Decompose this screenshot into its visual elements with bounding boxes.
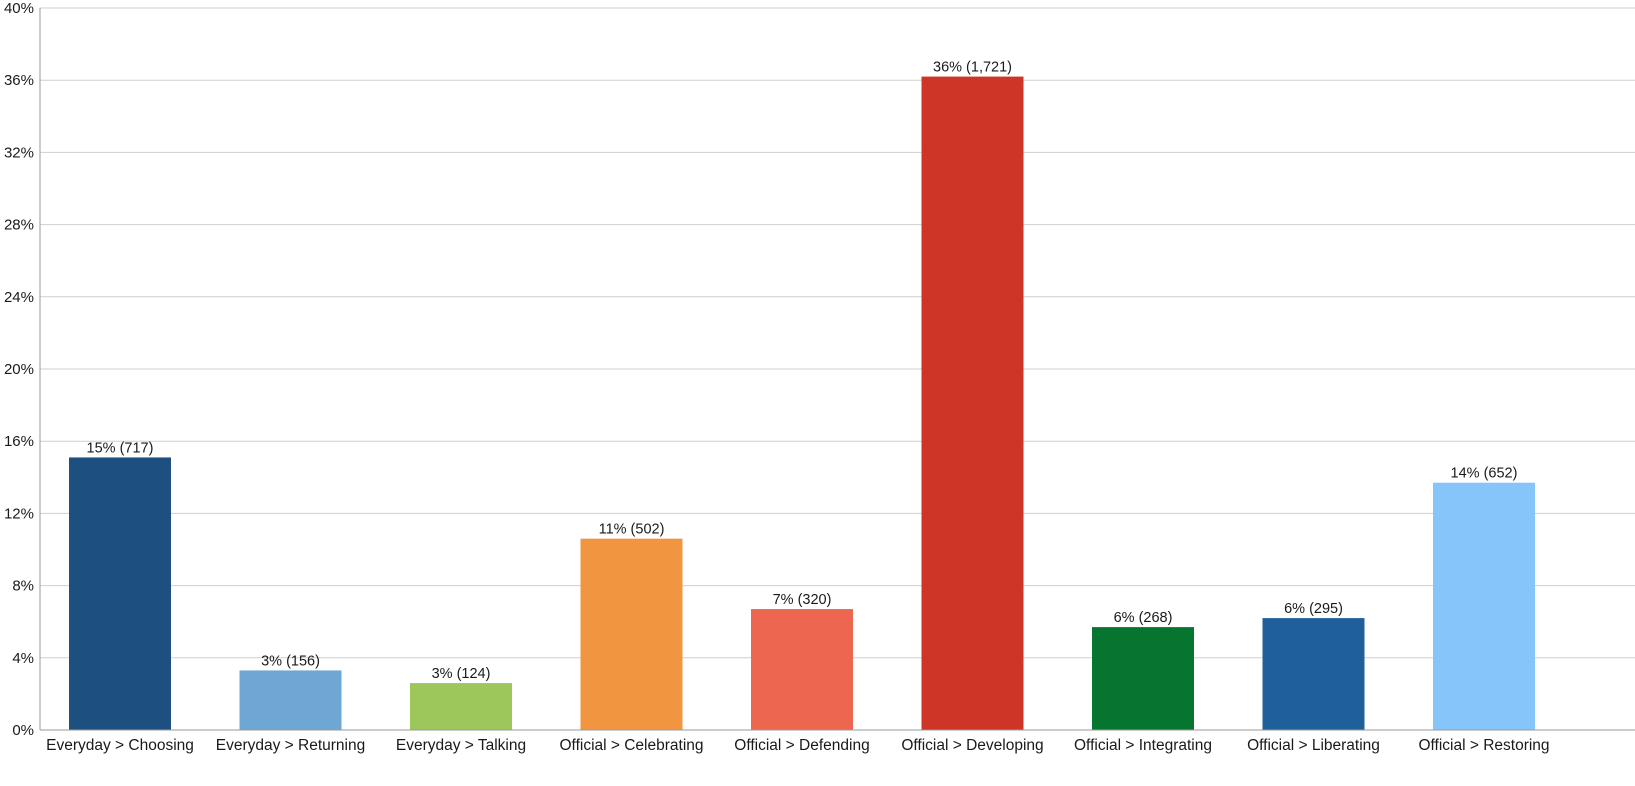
x-category-label: Everyday > Talking: [396, 737, 526, 754]
bar-data-label: 14% (652): [1451, 466, 1518, 482]
y-tick-label: 36%: [4, 72, 34, 89]
bar-data-label: 6% (295): [1284, 601, 1343, 617]
gridlines: [40, 7, 1635, 659]
y-tick-label: 40%: [4, 0, 34, 17]
bar: [1433, 482, 1535, 730]
bar: [1262, 618, 1365, 730]
y-tick-label: 24%: [4, 289, 34, 306]
bar: [1092, 627, 1194, 730]
y-tick-label: 20%: [4, 361, 34, 378]
bar: [239, 670, 342, 730]
data-labels: 15% (717) 3% (156) 3% (124) 11% (502) 7% (32…: [87, 60, 1518, 682]
x-axis-categories: Everyday > Choosing Everyday > Returning E…: [46, 737, 1549, 754]
bar-data-label: 11% (502): [599, 522, 665, 538]
y-tick-label: 32%: [4, 144, 34, 161]
x-category-label: Everyday > Returning: [216, 737, 365, 754]
bar-data-label: 7% (320): [773, 592, 832, 608]
bar-data-label: 3% (156): [261, 653, 320, 669]
x-category-label: Official > Liberating: [1247, 737, 1380, 754]
x-category-label: Official > Defending: [734, 737, 869, 754]
bar: [751, 609, 853, 730]
bars: [69, 76, 1535, 731]
bar-data-label: 3% (124): [432, 666, 491, 682]
y-tick-label: 8%: [12, 578, 34, 595]
bar-data-label: 6% (268): [1114, 610, 1173, 626]
bar-data-label: 15% (717): [87, 440, 154, 456]
bar-data-label: 36% (1,721): [933, 60, 1012, 76]
bar: [69, 457, 171, 730]
x-category-label: Everyday > Choosing: [46, 737, 194, 754]
y-axis-ticks: 0% 4% 8% 12% 16% 20% 24% 28% 32% 36% 40%: [4, 0, 34, 739]
y-tick-label: 16%: [4, 433, 34, 450]
y-tick-label: 4%: [12, 650, 34, 667]
bar: [580, 538, 683, 730]
y-tick-label: 28%: [4, 217, 34, 234]
x-category-label: Official > Developing: [901, 737, 1043, 754]
x-category-label: Official > Restoring: [1418, 737, 1549, 754]
y-tick-label: 12%: [4, 505, 34, 522]
x-category-label: Official > Celebrating: [559, 737, 703, 754]
y-tick-label: 0%: [12, 722, 34, 739]
bar: [921, 76, 1024, 731]
bar: [410, 683, 512, 730]
x-category-label: Official > Integrating: [1074, 737, 1212, 754]
